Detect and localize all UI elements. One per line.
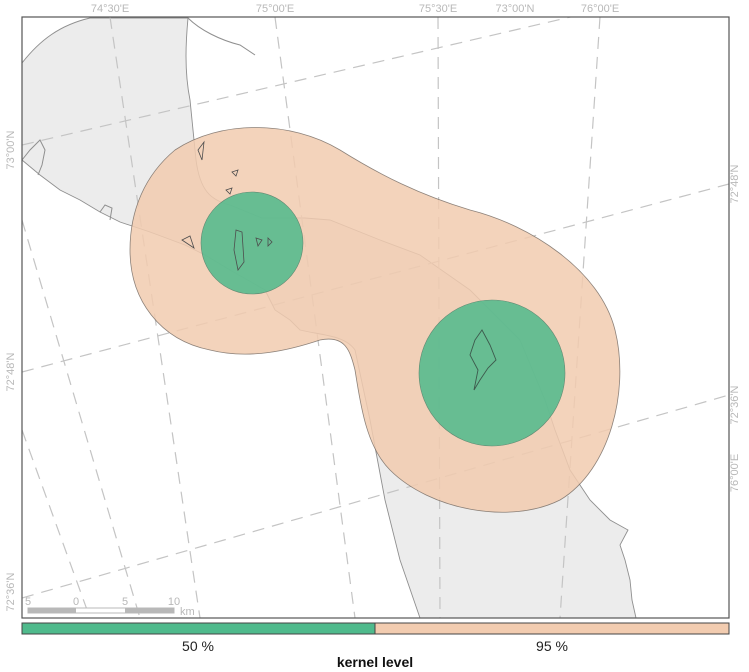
scale-bar: 5 0 5 10 km bbox=[25, 596, 195, 618]
kernel-50-area-north bbox=[200, 191, 304, 295]
kernel-50-area-south bbox=[418, 299, 566, 447]
scale-label: 5 bbox=[122, 596, 128, 608]
left-tick-label: 72°36'N bbox=[5, 572, 17, 611]
right-tick-label: 72°48'N bbox=[729, 164, 741, 203]
right-tick-label: 72°36'N bbox=[729, 385, 741, 424]
legend-swatch-95 bbox=[374, 622, 730, 635]
top-tick-label: 76°00'E bbox=[581, 3, 619, 15]
legend: 50 % 95 % kernel level bbox=[21, 622, 730, 670]
coast-line-fjord bbox=[99, 204, 113, 221]
left-tick-label: 73°00'N bbox=[5, 130, 17, 169]
top-tick-label: 73°00'N bbox=[496, 3, 535, 15]
top-tick-label: 75°30'E bbox=[419, 3, 457, 15]
coast-line-west bbox=[22, 139, 46, 176]
right-tick-label: 76°00'E bbox=[729, 454, 741, 492]
legend-swatch-50 bbox=[21, 622, 376, 635]
coast-line-north bbox=[187, 17, 256, 56]
map-frame-border bbox=[21, 16, 730, 619]
legend-title: kernel level bbox=[337, 654, 413, 670]
scale-label: 5 bbox=[25, 596, 31, 608]
legend-label-50: 50 % bbox=[182, 638, 214, 654]
left-tick-label: 72°48'N bbox=[5, 352, 17, 391]
scale-label: 10 bbox=[168, 596, 180, 608]
lake-south bbox=[469, 329, 497, 391]
islands bbox=[181, 140, 273, 271]
legend-label-95: 95 % bbox=[536, 638, 568, 654]
top-tick-label: 74°30'E bbox=[91, 3, 129, 15]
top-tick-label: 75°00'E bbox=[256, 3, 294, 15]
scale-unit: km bbox=[180, 606, 195, 618]
scale-label: 0 bbox=[73, 596, 79, 608]
